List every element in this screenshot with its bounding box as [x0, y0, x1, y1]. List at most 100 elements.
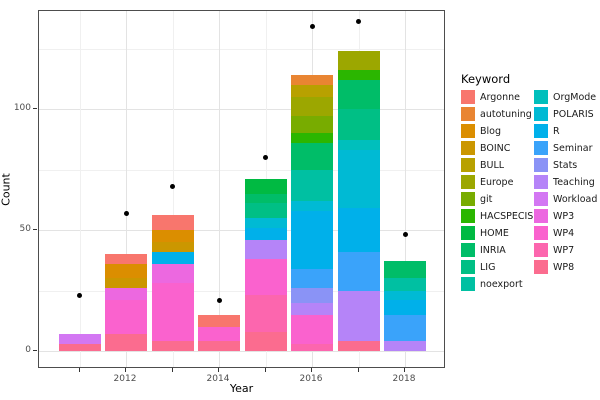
bar-segment-2016-WP4 — [291, 314, 333, 344]
bar-segment-2012-WP4 — [105, 300, 147, 335]
x-tick-2015 — [264, 368, 266, 372]
gridline-x2013 — [172, 11, 174, 367]
legend-swatch-Workload — [534, 192, 548, 206]
legend-swatch-HOME — [461, 226, 475, 240]
bar-segment-2013-BOINC — [151, 242, 194, 252]
legend-label-BOINC: BOINC — [480, 143, 511, 154]
bar-segment-2012-BOINC — [105, 278, 147, 289]
legend-item-WP3: WP3 — [534, 208, 600, 225]
bar-2012 — [105, 11, 147, 367]
legend-label-WP4: WP4 — [553, 228, 575, 239]
legend-label-OrgMode: OrgMode — [553, 92, 597, 103]
legend-item-WP8: WP8 — [534, 259, 600, 276]
bar-segment-2013-WP4 — [151, 283, 194, 342]
legend-item-Europe: Europe — [461, 174, 533, 191]
gridline-minor-y125 — [39, 48, 444, 50]
legend-label-Seminar: Seminar — [553, 143, 593, 154]
x-tick-2013 — [171, 368, 173, 372]
y-tick-label-100: 100 — [13, 102, 31, 113]
x-tick-2017 — [357, 368, 359, 372]
legend-label-INRIA: INRIA — [480, 245, 506, 256]
bar-segment-2016-Stats — [291, 288, 333, 303]
legend-label-WP3: WP3 — [553, 211, 575, 222]
legend-label-Workload: Workload — [553, 194, 598, 205]
legend-swatch-noexport — [461, 277, 475, 291]
legend-item-Seminar: Seminar — [534, 140, 600, 157]
legend-item-LIG: LIG — [461, 259, 533, 276]
legend-item-git: git — [461, 191, 533, 208]
legend-item-R: R — [534, 123, 600, 140]
gridline-x2018 — [405, 11, 406, 367]
bar-segment-2016-R — [291, 210, 333, 269]
legend-swatch-git — [461, 192, 475, 206]
bar-segment-2013-R — [151, 251, 194, 264]
legend-swatch-Blog — [461, 124, 475, 138]
legend-label-WP8: WP8 — [553, 262, 575, 273]
bar-segment-2016-HACSPECIS — [291, 133, 333, 143]
bar-segment-2017-WP8 — [337, 341, 380, 351]
x-tick-2018 — [404, 368, 405, 372]
bar-segment-2016-BULL — [291, 84, 333, 97]
x-tick-label-2014: 2014 — [206, 374, 230, 384]
legend-label-BULL: BULL — [480, 160, 505, 171]
gridline-x2012 — [126, 11, 127, 367]
legend-swatch-POLARIS — [534, 107, 548, 121]
legend-swatch-BULL — [461, 158, 475, 172]
legend-item-HACSPECIS: HACSPECIS — [461, 208, 533, 225]
legend-swatch-R — [534, 124, 548, 138]
y-tick-label-0: 0 — [25, 344, 31, 355]
legend-swatch-LIG — [461, 260, 475, 274]
bar-segment-2013-WP8 — [151, 341, 194, 351]
gridline-y50 — [39, 230, 444, 231]
legend-item-autotuning: autotuning — [461, 106, 533, 123]
point-2012 — [123, 210, 129, 216]
legend-swatch-WP8 — [534, 260, 548, 274]
y-tick-0 — [33, 350, 37, 351]
bar-segment-2014-Argonne — [198, 314, 240, 327]
bar-segment-2018-INRIA — [384, 261, 426, 279]
x-tick-label-2016: 2016 — [299, 374, 323, 384]
bar-segment-2016-INRIA — [291, 142, 333, 170]
bar-segment-2012-Blog — [105, 263, 147, 279]
bar-segment-2018-Seminar — [384, 314, 426, 342]
legend-label-HOME: HOME — [480, 228, 509, 239]
legend-item-Teaching: Teaching — [534, 174, 600, 191]
gridline-minor-y75 — [39, 169, 444, 171]
legend-label-Blog: Blog — [480, 126, 501, 137]
bar-segment-2018-R — [384, 300, 426, 315]
legend-swatch-Teaching — [534, 175, 548, 189]
legend-swatch-WP7 — [534, 243, 548, 257]
legend-swatch-Seminar — [534, 141, 548, 155]
point-2013 — [170, 183, 175, 189]
legend-label-WP7: WP7 — [553, 245, 575, 256]
bar-segment-2017-LIG — [337, 109, 380, 141]
legend-item-Workload: Workload — [534, 191, 600, 208]
bar-2016 — [291, 11, 333, 367]
bar-2013 — [151, 11, 194, 367]
gridline-y0 — [39, 351, 444, 352]
bar-segment-2011-Workload — [58, 334, 101, 344]
bar-segment-2018-POLARIS — [384, 290, 426, 301]
legend-swatch-Argonne — [461, 90, 475, 104]
y-tick-50 — [33, 229, 37, 230]
bar-2015 — [244, 11, 287, 367]
legend-item-POLARIS: POLARIS — [534, 106, 600, 123]
bar-2014 — [198, 11, 240, 367]
legend-label-R: R — [553, 126, 560, 137]
legend-label-Stats: Stats — [553, 160, 578, 171]
legend-item-OrgMode: OrgMode — [534, 89, 600, 106]
bar-segment-2016-noexport — [291, 169, 333, 201]
legend-item-INRIA: INRIA — [461, 242, 533, 259]
legend-swatch-Stats — [534, 158, 548, 172]
legend-label-Teaching: Teaching — [553, 177, 595, 188]
bar-segment-2014-WP4 — [198, 326, 240, 342]
bar-segment-2015-HOME — [244, 179, 287, 194]
bar-segment-2016-Europe — [291, 96, 333, 117]
x-axis-title: Year — [229, 382, 254, 395]
legend-swatch-OrgMode — [534, 90, 548, 104]
point-2014 — [216, 297, 222, 303]
x-tick-2011 — [78, 368, 80, 372]
bar-segment-2017-OrgMode — [337, 140, 380, 151]
bar-segment-2017-Teaching — [337, 290, 380, 342]
bar-segment-2015-R — [244, 227, 287, 240]
